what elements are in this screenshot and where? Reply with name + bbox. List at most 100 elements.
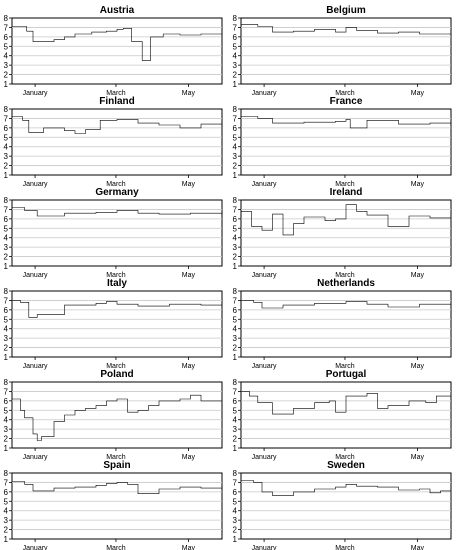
y-tick-label: 1 [233, 171, 238, 180]
y-tick-label: 4 [4, 234, 9, 243]
y-tick-label: 3 [4, 334, 9, 343]
series-line-poland [12, 394, 223, 441]
x-tick-label: May [411, 181, 425, 188]
y-tick-label: 2 [4, 344, 9, 353]
series-line-austria [12, 26, 223, 61]
x-tick-label: May [182, 272, 196, 279]
y-tick-label: 2 [4, 162, 9, 171]
y-tick-label: 4 [4, 507, 9, 516]
y-tick-label: 2 [4, 71, 9, 80]
y-tick-label: 3 [4, 152, 9, 161]
y-tick-label: 5 [4, 315, 9, 324]
y-tick-label: 8 [4, 105, 9, 114]
y-tick-label: 7 [233, 205, 238, 214]
y-tick-label: 7 [4, 205, 9, 214]
y-tick-label: 3 [233, 152, 238, 161]
x-tick-label: January [23, 90, 48, 97]
x-tick-label: January [23, 363, 48, 370]
y-tick-label: 7 [233, 296, 238, 305]
y-tick-label: 8 [4, 378, 9, 387]
x-tick-label: May [411, 545, 425, 550]
plot-frame [11, 199, 223, 267]
y-tick-label: 8 [233, 14, 238, 23]
x-tick-label: January [23, 181, 48, 188]
y-tick-label: 6 [4, 306, 9, 315]
y-tick-label: 5 [233, 497, 238, 506]
x-tick-label: January [252, 363, 277, 370]
y-tick-label: 5 [233, 315, 238, 324]
y-tick-label: 7 [233, 387, 238, 396]
panel-title: Italy [107, 278, 127, 289]
series-line-germany [12, 207, 223, 217]
y-tick-label: 8 [233, 196, 238, 205]
series-line-spain [12, 481, 223, 494]
plot-frame [240, 290, 452, 358]
x-tick-label: May [182, 90, 196, 97]
y-tick-label: 2 [233, 71, 238, 80]
y-tick-label: 1 [4, 444, 9, 453]
y-tick-label: 8 [233, 469, 238, 478]
x-tick-label: March [106, 90, 126, 97]
y-tick-label: 4 [4, 52, 9, 61]
y-tick-label: 5 [233, 224, 238, 233]
y-tick-label: 4 [233, 325, 238, 334]
y-tick-label: 8 [4, 469, 9, 478]
x-tick-label: January [252, 272, 277, 279]
x-tick-label: March [335, 90, 355, 97]
y-tick-label: 6 [233, 124, 238, 133]
y-tick-label: 1 [4, 262, 9, 271]
y-tick-label: 6 [4, 397, 9, 406]
y-tick-label: 4 [233, 234, 238, 243]
y-tick-label: 6 [233, 33, 238, 42]
panel-title: Netherlands [317, 278, 375, 289]
x-tick-label: March [106, 545, 126, 550]
y-tick-label: 1 [4, 535, 9, 544]
series-line-ireland [241, 204, 452, 236]
y-tick-label: 6 [233, 397, 238, 406]
y-tick-label: 4 [233, 416, 238, 425]
series-line-finland [12, 116, 223, 134]
x-tick-label: March [106, 363, 126, 370]
y-tick-label: 1 [233, 80, 238, 89]
y-tick-label: 4 [233, 52, 238, 61]
panel-title: Belgium [326, 5, 366, 16]
panel-title: Poland [100, 369, 133, 380]
y-tick-label: 1 [233, 262, 238, 271]
y-tick-label: 3 [233, 516, 238, 525]
y-tick-label: 2 [233, 435, 238, 444]
x-tick-label: March [335, 272, 355, 279]
y-tick-label: 5 [4, 224, 9, 233]
y-tick-label: 2 [4, 526, 9, 535]
x-tick-label: January [23, 545, 48, 550]
y-tick-label: 8 [4, 196, 9, 205]
y-tick-label: 7 [4, 296, 9, 305]
y-tick-label: 5 [233, 42, 238, 51]
y-tick-label: 2 [233, 162, 238, 171]
panel-title: France [330, 96, 363, 107]
y-tick-label: 5 [4, 406, 9, 415]
x-tick-label: January [252, 454, 277, 461]
panel-title: Ireland [330, 187, 363, 198]
series-line-sweden [241, 480, 452, 498]
x-tick-label: March [335, 363, 355, 370]
y-tick-label: 6 [233, 215, 238, 224]
x-tick-label: May [411, 90, 425, 97]
panel-title: Portugal [326, 369, 367, 380]
y-tick-label: 1 [4, 353, 9, 362]
plot-frame [240, 381, 452, 449]
y-tick-label: 4 [4, 325, 9, 334]
y-tick-label: 6 [233, 306, 238, 315]
y-tick-label: 5 [233, 406, 238, 415]
y-tick-label: 4 [233, 143, 238, 152]
panel-title: Finland [99, 96, 135, 107]
x-tick-label: March [335, 181, 355, 188]
